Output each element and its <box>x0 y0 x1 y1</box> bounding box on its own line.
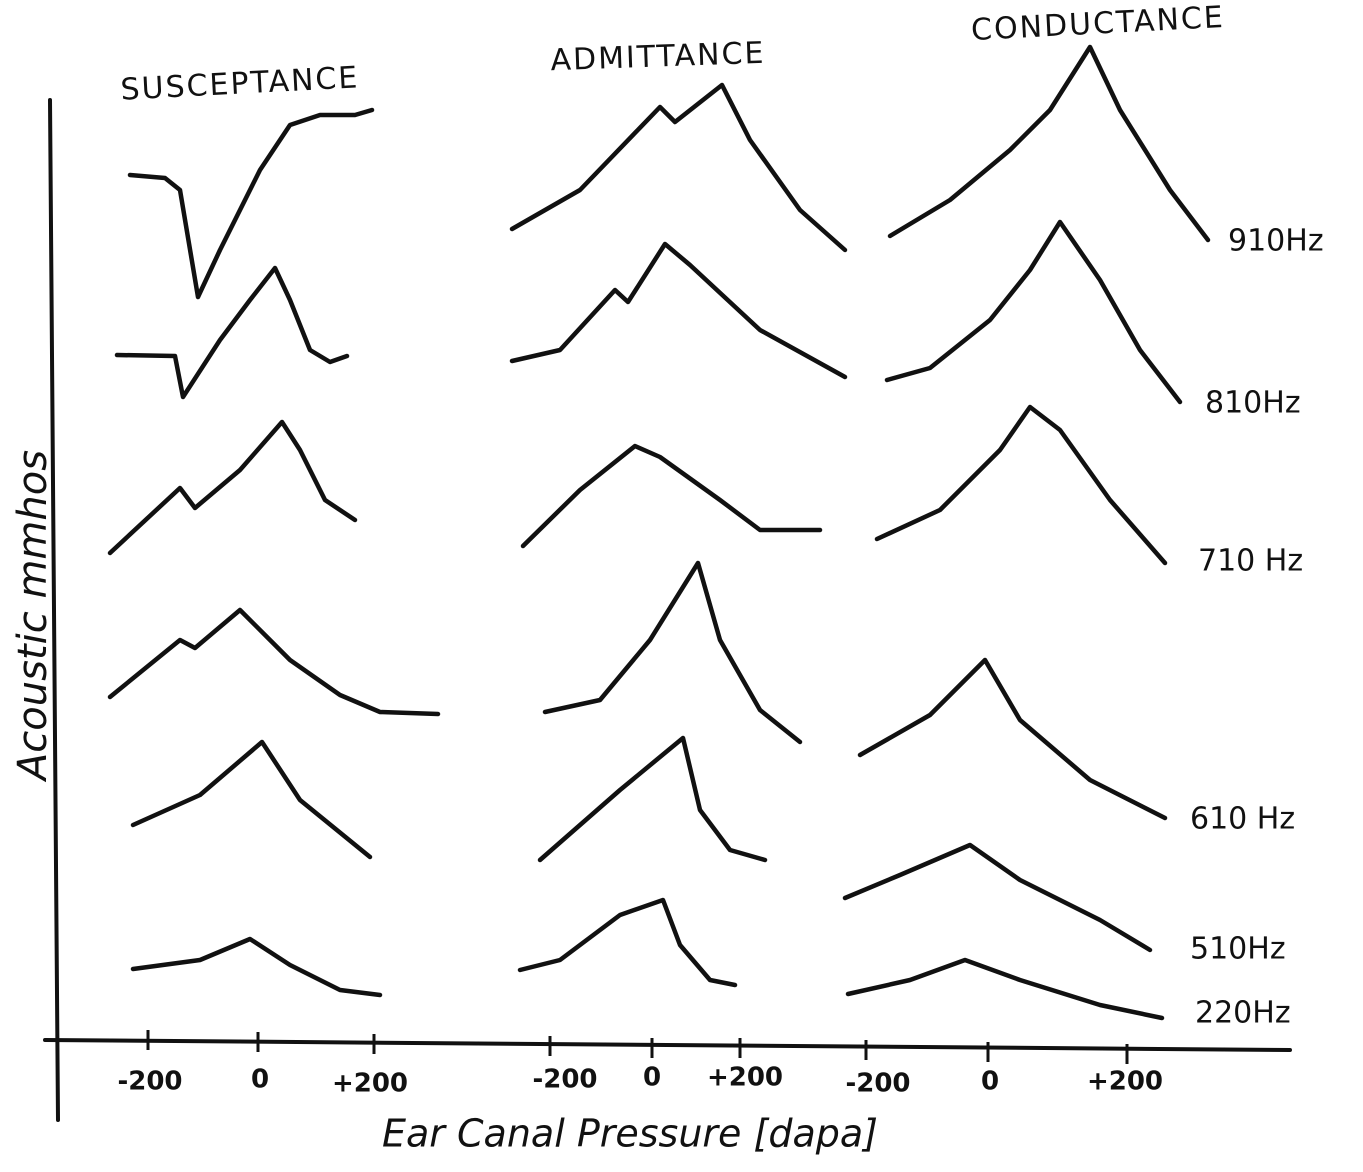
tick-label: +200 <box>1087 1067 1163 1097</box>
curve <box>537 735 768 863</box>
tick-label: -200 <box>532 1065 597 1095</box>
curve <box>857 657 1168 821</box>
curve <box>130 936 383 998</box>
tick-label: +200 <box>707 1063 783 1093</box>
conductance-curves <box>842 44 1211 1021</box>
tick-label: 0 <box>643 1063 661 1093</box>
y-axis-label: Acoustic mmhos <box>10 450 56 783</box>
frequency-label: 220Hz <box>1195 996 1291 1031</box>
curve <box>509 241 848 380</box>
frequency-label: 510Hz <box>1190 932 1286 967</box>
curve <box>517 897 738 988</box>
susceptance-curves <box>107 107 441 998</box>
tick-label: +200 <box>332 1069 408 1099</box>
y-axis <box>48 98 60 1122</box>
curve <box>509 82 848 253</box>
tick-label: 0 <box>251 1065 269 1095</box>
tick-label: -200 <box>845 1069 910 1099</box>
frequency-label: 610 Hz <box>1190 802 1295 837</box>
curve <box>542 560 803 745</box>
frequency-label: 810Hz <box>1205 386 1301 421</box>
tick-label: -200 <box>117 1067 182 1097</box>
axes <box>43 98 1292 1122</box>
curve <box>874 404 1168 566</box>
curve <box>842 842 1153 953</box>
curve <box>887 44 1211 243</box>
curve <box>130 739 373 860</box>
x-axis-label: Ear Canal Pressure [dapa] <box>382 1112 878 1156</box>
curve <box>127 107 375 300</box>
tick-label: 0 <box>981 1067 999 1097</box>
x-axis <box>43 1038 1292 1052</box>
admittance-curves <box>509 82 848 988</box>
frequency-label: 910Hz <box>1228 224 1324 259</box>
column-title: SUSCEPTANCE <box>120 60 360 107</box>
curve <box>107 607 441 717</box>
frequency-label: 710 Hz <box>1198 544 1303 579</box>
curve <box>884 219 1183 405</box>
curve <box>520 443 823 549</box>
column-title: ADMITTANCE <box>550 36 766 78</box>
curve <box>114 265 350 400</box>
curve <box>845 957 1165 1021</box>
curve <box>107 419 358 556</box>
column-title: CONDUCTANCE <box>970 0 1225 48</box>
